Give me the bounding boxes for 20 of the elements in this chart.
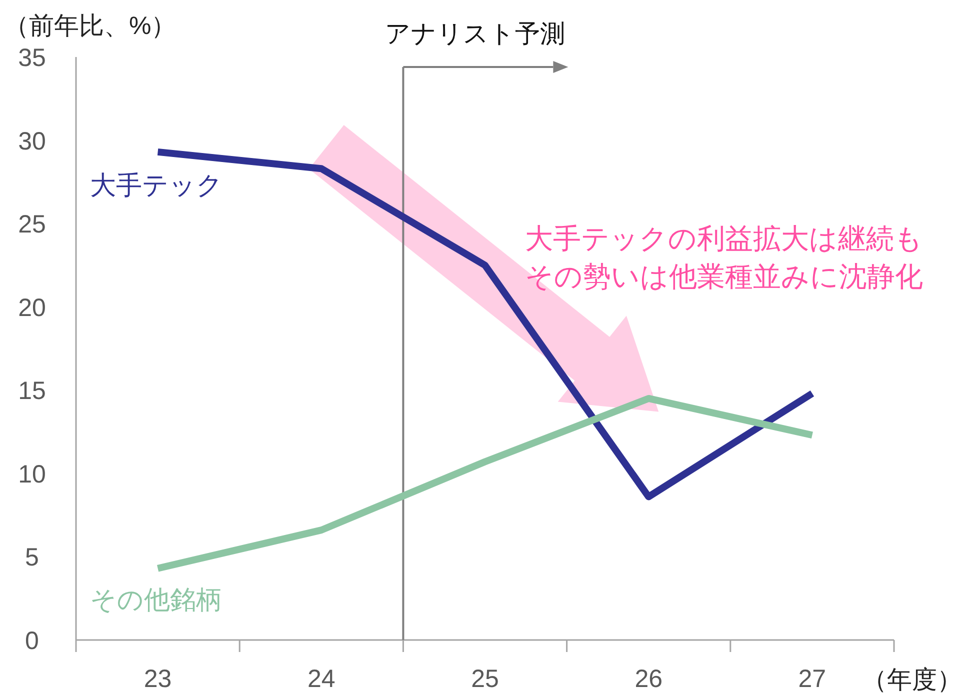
ref-line-label: アナリスト予測 [385, 20, 566, 48]
x-tick-label: 27 [798, 665, 826, 693]
x-tick-label: 26 [634, 665, 663, 693]
y-tick-label: 25 [18, 210, 46, 239]
y-tick-label: 10 [18, 460, 46, 488]
y-tick-label: 15 [18, 377, 46, 406]
y-tick-label: 20 [18, 294, 46, 322]
y-tick-label: 30 [18, 127, 46, 156]
y-tick-label: 35 [18, 44, 46, 72]
x-tick-label: 23 [144, 665, 172, 693]
x-axis-title: （年度） [862, 666, 962, 694]
y-tick-label: 0 [25, 627, 39, 655]
y-axis-title: （前年比、%） [4, 12, 176, 40]
series-label: その他銘柄 [90, 584, 222, 614]
x-tick-label: 24 [307, 665, 336, 693]
y-tick-label: 5 [25, 544, 39, 572]
x-tick-label: 25 [471, 665, 499, 693]
annotation: 大手テックの利益拡大は継続も [525, 223, 923, 254]
series-label: 大手テック [90, 170, 223, 200]
annotation: その勢いは他業種並みに沈静化 [525, 261, 923, 292]
